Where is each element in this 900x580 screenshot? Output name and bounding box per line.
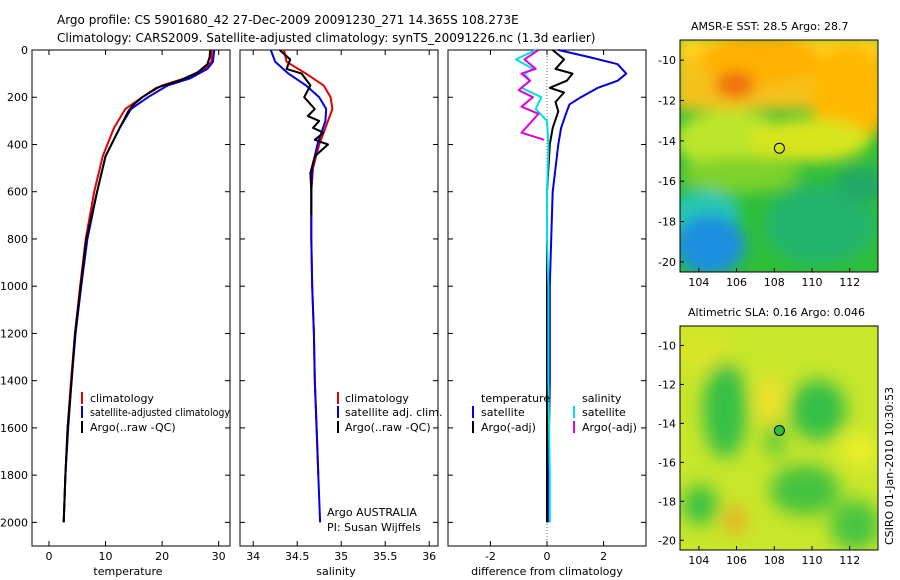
temperature-xlabel: temperature — [93, 565, 162, 578]
temperature-axes-frame — [31, 49, 231, 547]
salinity-panel: 34 34.5 35 35.5 36 salinity climatology sate… — [239, 49, 442, 578]
sst-argo-marker — [773, 142, 785, 154]
salinity-xlabel: salinity — [316, 565, 356, 578]
series-line-salinity-argo-adj- — [517, 49, 545, 141]
sst-map-panel: AMSR-E SST: 28.5 Argo: 28.7 104 106 108 110… — [658, 20, 879, 289]
y-tick-label: 1200 — [0, 327, 28, 340]
map-y-tick-label: -18 — [658, 216, 676, 229]
map-x-tick-label: 110 — [802, 276, 823, 289]
annotation-argo-australia: Argo AUSTRALIA — [327, 506, 417, 519]
sla-map-field — [680, 326, 878, 550]
x-tick-label: 0 — [544, 550, 551, 563]
x-tick-label: 10 — [99, 550, 113, 563]
series-line-argo-raw-qc- — [278, 49, 329, 216]
x-tick-label: -2 — [485, 550, 496, 563]
temperature-legend: climatology satellite-adjusted climatolo… — [81, 392, 230, 434]
map-y-tick-label: -20 — [658, 534, 676, 547]
sla-map-frame — [679, 325, 879, 551]
temperature-panel: 0 200 400 600 800 1000 1200 1400 1600 1800 2000 0 1… — [0, 44, 231, 578]
sla-argo-marker — [773, 425, 785, 436]
map-y-tick-label: -18 — [658, 495, 676, 508]
y-tick-label: 2000 — [0, 516, 28, 529]
map-y-tick-label: -16 — [658, 175, 676, 188]
legend-climatology: climatology — [345, 392, 409, 405]
legend-sal-satellite: satellite — [582, 406, 626, 419]
map-y-tick-label: -10 — [658, 54, 676, 67]
salinity-axes-frame — [239, 49, 439, 547]
x-tick-label: 35 — [334, 550, 348, 563]
y-tick-label: 0 — [21, 44, 28, 57]
series-line-temperature-argo-adj- — [546, 49, 574, 523]
series-line-temperature-satellite — [547, 49, 628, 523]
map-x-tick-label: 104 — [688, 276, 709, 289]
y-tick-label: 1400 — [0, 375, 28, 388]
y-tick-label: 1000 — [0, 280, 28, 293]
y-tick-label: 1600 — [0, 422, 28, 435]
series-line-argo-raw-qc- — [62, 49, 212, 523]
x-tick-label: 35.5 — [373, 550, 398, 563]
legend-climatology: climatology — [90, 392, 154, 405]
map-x-tick-label: 106 — [726, 276, 747, 289]
legend-argo: Argo(..raw -QC) — [90, 421, 176, 434]
map-x-tick-label: 108 — [764, 276, 785, 289]
map-x-tick-label: 108 — [764, 554, 785, 567]
difference-legend: temperature satellite Argo(-adj) salinit… — [472, 392, 637, 434]
annotation-pi: PI: Susan Wijffels — [327, 521, 421, 534]
difference-panel: -2 0 2 difference from climatology tempera… — [447, 49, 647, 578]
sst-map-frame — [679, 39, 879, 273]
salinity-legend: climatology satellite adj. clim. Argo(..… — [337, 392, 442, 434]
y-tick-label: 600 — [7, 186, 28, 199]
legend-satellite-adj: satellite adj. clim. — [345, 406, 442, 419]
x-tick-label: 36 — [422, 550, 436, 563]
x-tick-label: 20 — [155, 550, 169, 563]
legend-satellite-adjusted: satellite-adjusted climatology — [90, 406, 230, 419]
x-tick-label: 30 — [212, 550, 226, 563]
x-tick-label: 34 — [246, 550, 260, 563]
x-tick-label: 0 — [45, 550, 52, 563]
sla-map-panel: Altimetric SLA: 0.16 Argo: 0.046 104 106 1… — [658, 306, 879, 567]
y-tick-label: 1800 — [0, 469, 28, 482]
sst-map-field — [680, 40, 878, 272]
map-y-tick-label: -14 — [658, 135, 676, 148]
side-timestamp: CSIRO 01-Jan-2010 10:30:53 — [883, 387, 896, 545]
map-x-tick-label: 112 — [839, 276, 860, 289]
map-y-tick-label: -14 — [658, 417, 676, 430]
map-y-tick-label: -12 — [658, 95, 676, 108]
series-line-satellite-adjusted-climatology — [62, 49, 216, 523]
map-x-tick-label: 110 — [802, 554, 823, 567]
legend-temp-satellite: satellite — [481, 406, 525, 419]
legend-temperature-heading: temperature — [481, 392, 550, 405]
legend-sal-argo: Argo(-adj) — [582, 421, 637, 434]
map-y-tick-label: -20 — [658, 256, 676, 269]
y-tick-label: 400 — [7, 138, 28, 151]
legend-temp-argo: Argo(-adj) — [481, 421, 536, 434]
x-tick-label: 34.5 — [285, 550, 310, 563]
map-y-tick-label: -12 — [658, 378, 676, 391]
y-tick-label: 200 — [7, 91, 28, 104]
legend-salinity-heading: salinity — [582, 392, 622, 405]
sst-map-title: AMSR-E SST: 28.5 Argo: 28.7 — [691, 20, 849, 33]
difference-xlabel: difference from climatology — [471, 565, 623, 578]
map-x-tick-label: 112 — [839, 554, 860, 567]
map-y-tick-label: -16 — [658, 456, 676, 469]
map-y-tick-label: -10 — [658, 339, 676, 352]
header-line1: Argo profile: CS 5901680_42 27-Dec-2009 … — [57, 13, 519, 27]
sla-map-title: Altimetric SLA: 0.16 Argo: 0.046 — [688, 306, 865, 319]
map-x-tick-label: 104 — [688, 554, 709, 567]
legend-argo: Argo(..raw -QC) — [345, 421, 431, 434]
header-line2: Climatology: CARS2009. Satellite-adjuste… — [57, 31, 595, 45]
map-x-tick-label: 106 — [726, 554, 747, 567]
series-line-climatology — [62, 49, 213, 523]
x-tick-label: 2 — [600, 550, 607, 563]
y-tick-label: 800 — [7, 233, 28, 246]
